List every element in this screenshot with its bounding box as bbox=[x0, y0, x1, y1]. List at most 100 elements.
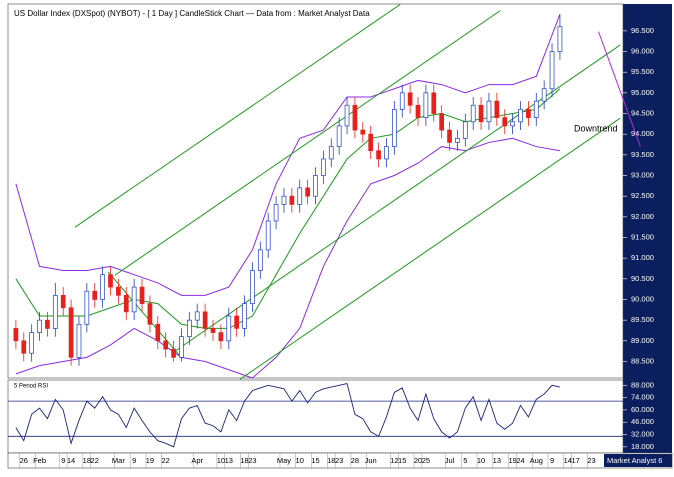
y-tick-label: 95.500 bbox=[631, 67, 654, 76]
candle-body bbox=[186, 319, 192, 338]
x-tick-label: Aug bbox=[530, 456, 543, 465]
candle-body bbox=[68, 307, 74, 358]
x-tick-label: 19 bbox=[146, 456, 154, 465]
candle-body bbox=[92, 290, 98, 300]
candle-body bbox=[45, 319, 50, 329]
x-tick-label: 14 bbox=[564, 456, 572, 465]
candle-body bbox=[344, 104, 350, 127]
candle-body bbox=[13, 328, 19, 342]
rsi-line bbox=[15, 382, 561, 448]
candle-body bbox=[360, 129, 366, 135]
candle-body bbox=[273, 204, 279, 222]
y-tick-label: 74.000 bbox=[631, 393, 654, 402]
x-tick-label: 25 bbox=[422, 456, 430, 465]
trend-line bbox=[107, 271, 181, 357]
y-tick-label: 18.000 bbox=[631, 442, 654, 451]
trend-line bbox=[74, 3, 401, 228]
candle-body bbox=[155, 323, 161, 342]
footer-box bbox=[604, 454, 672, 467]
candle-body bbox=[407, 92, 413, 106]
candle-body bbox=[305, 187, 310, 197]
candle-body bbox=[250, 270, 255, 304]
candle-body bbox=[447, 129, 452, 143]
x-tick-label: Mar bbox=[112, 456, 125, 465]
candle-body bbox=[242, 303, 247, 329]
x-tick-label: Feb bbox=[33, 456, 46, 465]
candle-body bbox=[202, 311, 208, 329]
x-tick-label: 15 bbox=[398, 456, 406, 465]
candle-body bbox=[376, 150, 381, 160]
bollinger-band bbox=[15, 14, 561, 296]
y-tick-label: 92.000 bbox=[631, 212, 654, 221]
candle-body bbox=[108, 274, 113, 288]
candle-body bbox=[391, 109, 397, 147]
candle-body bbox=[455, 137, 460, 143]
y-tick-label: 89.500 bbox=[631, 315, 654, 324]
candle-body bbox=[84, 290, 90, 325]
x-tick-label: 23 bbox=[335, 456, 343, 465]
candle-body bbox=[234, 315, 240, 329]
y-tick-label: 94.000 bbox=[631, 129, 654, 138]
x-tick-label: Jul bbox=[445, 456, 455, 465]
candle-body bbox=[139, 286, 145, 304]
candle-body bbox=[194, 311, 200, 321]
candle-body bbox=[29, 332, 35, 354]
x-tick-label: 23 bbox=[248, 456, 256, 465]
candle-body bbox=[502, 117, 508, 127]
x-tick-label: 5 bbox=[463, 456, 467, 465]
candle-body bbox=[116, 286, 121, 296]
y-tick-label: 93.500 bbox=[631, 150, 654, 159]
candle-body bbox=[462, 121, 468, 139]
y-tick-label: 46.000 bbox=[631, 417, 654, 426]
candle-body bbox=[265, 220, 271, 251]
y-tick-label: 92.500 bbox=[631, 191, 654, 200]
candle-body bbox=[37, 319, 42, 333]
x-tick-label: 24 bbox=[516, 456, 524, 465]
candle-body bbox=[147, 303, 153, 325]
x-tick-label: 14 bbox=[67, 456, 75, 465]
x-tick-label: 18 bbox=[327, 456, 335, 465]
bollinger-band bbox=[15, 88, 561, 329]
candle-body bbox=[100, 274, 105, 300]
candle-body bbox=[226, 315, 232, 342]
candle-body bbox=[60, 294, 66, 309]
candle-body bbox=[297, 187, 303, 205]
candle-body bbox=[171, 348, 176, 358]
chart-title: US Dollar Index (DXSpot) (NYBOT) - [ 1 D… bbox=[14, 9, 370, 18]
y-tick-label: 88.500 bbox=[631, 356, 654, 365]
x-tick-label: 22 bbox=[162, 456, 170, 465]
candle-body bbox=[494, 100, 500, 118]
candle-body bbox=[313, 175, 318, 197]
y-tick-label: 88.000 bbox=[631, 380, 654, 389]
candle-body bbox=[415, 104, 421, 118]
annotation: Downtrend bbox=[574, 123, 618, 133]
candle-body bbox=[510, 121, 515, 127]
x-tick-label: Apr bbox=[191, 456, 203, 465]
candle-body bbox=[549, 51, 555, 90]
y-tick-label: 96.000 bbox=[631, 47, 654, 56]
candle-body bbox=[257, 249, 263, 271]
x-tick-label: 10 bbox=[217, 456, 225, 465]
candle-body bbox=[76, 323, 82, 358]
x-tick-label: 17 bbox=[572, 456, 580, 465]
candle-body bbox=[210, 328, 216, 333]
x-tick-label: 13 bbox=[225, 456, 233, 465]
y-tick-label: 90.000 bbox=[631, 294, 654, 303]
candle-body bbox=[431, 92, 437, 114]
x-tick-label: 19 bbox=[508, 456, 516, 465]
candle-body bbox=[518, 109, 523, 123]
x-tick-label: 9 bbox=[61, 456, 65, 465]
candle-body bbox=[526, 109, 531, 118]
candle-body bbox=[321, 158, 326, 176]
x-tick-label: 23 bbox=[587, 456, 595, 465]
x-tick-label: 18 bbox=[83, 456, 91, 465]
candle-body bbox=[179, 336, 184, 358]
candle-body bbox=[289, 195, 295, 205]
candle-body bbox=[486, 100, 492, 123]
y-tick-label: 32.000 bbox=[631, 430, 654, 439]
x-tick-label: 28 bbox=[351, 456, 359, 465]
candle-body bbox=[557, 26, 563, 52]
candle-body bbox=[470, 104, 476, 123]
footer: Market Analyst 6 bbox=[607, 456, 662, 465]
